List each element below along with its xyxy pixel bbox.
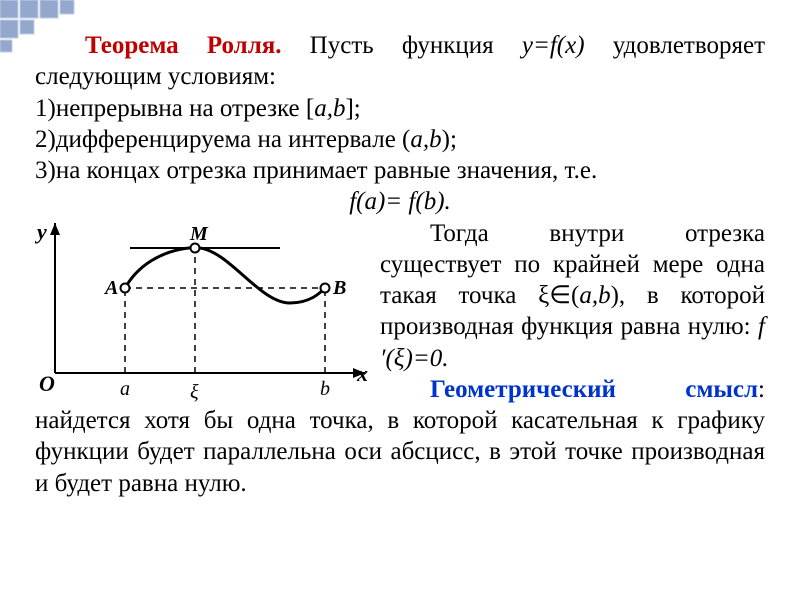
cond1-ab: a,b — [314, 95, 345, 122]
condition-1: 1)непрерывна на отрезке [a,b]; — [35, 93, 765, 124]
svg-text:M: M — [189, 223, 209, 245]
cond1-num: 1) — [35, 95, 56, 122]
geom-paragraph: найдется хотя бы одна точка, в которой к… — [35, 405, 765, 499]
cond2-ab: a,b — [410, 126, 441, 153]
geom-text: найдется хотя бы одна точка, в которой к… — [35, 407, 765, 497]
cond3-eq-r: (b). — [415, 188, 450, 215]
theorem-title: Теорема Ролля. — [85, 32, 282, 59]
svg-text:A: A — [103, 277, 118, 299]
then-paragraph: Тогда внутри отрезка существует по крайн… — [380, 218, 765, 374]
geom-heading-line: Геометрический смысл: — [380, 374, 765, 405]
condition-3-eq: f(a)= f(b). — [35, 186, 765, 217]
slide-content: Теорема Ролля. Пусть функция y=f(x) удов… — [35, 30, 765, 499]
func-yfx: y=f — [522, 32, 557, 59]
svg-text:B: B — [332, 277, 346, 299]
cond3-eq-l2: (a)= f — [356, 188, 415, 215]
cond3-num: 3) — [35, 157, 56, 184]
geom-colon: : — [758, 376, 765, 403]
intro-paragraph: Теорема Ролля. Пусть функция y=f(x) удов… — [35, 30, 765, 93]
condition-3: 3)на концах отрезка принимает равные зна… — [35, 155, 765, 186]
cond2-close: ); — [442, 126, 457, 153]
figure-column: Ox y a b ξ A B M — [35, 218, 370, 403]
func-arg: (x) — [557, 32, 585, 59]
cond1-close: ]; — [345, 95, 360, 122]
then-ab: a,b — [579, 282, 610, 309]
geom-title: Геометрический смысл — [430, 376, 758, 403]
cond1-text: непрерывна на отрезке [ — [56, 95, 314, 122]
cond2-num: 2) — [35, 126, 56, 153]
svg-text:O: O — [39, 371, 55, 396]
svg-text:b: b — [320, 378, 330, 400]
cond3-text: на концах отрезка принимает равные значе… — [56, 157, 597, 184]
figure-text-row: Ox y a b ξ A B M Тогда внутри отрезка существуе… — [35, 218, 765, 406]
svg-text:a: a — [120, 378, 130, 400]
svg-text:x: x — [356, 361, 368, 386]
intro-text-1: Пусть функция — [282, 32, 522, 59]
cond2-text: дифференцируема на интервале ( — [56, 126, 411, 153]
condition-2: 2)дифференцируема на интервале (a,b); — [35, 124, 765, 155]
svg-text:ξ: ξ — [190, 381, 199, 403]
rolle-figure: Ox y a b ξ A B M — [35, 218, 370, 403]
svg-text:y: y — [35, 219, 47, 244]
conclusion-column: Тогда внутри отрезка существует по крайн… — [380, 218, 765, 406]
